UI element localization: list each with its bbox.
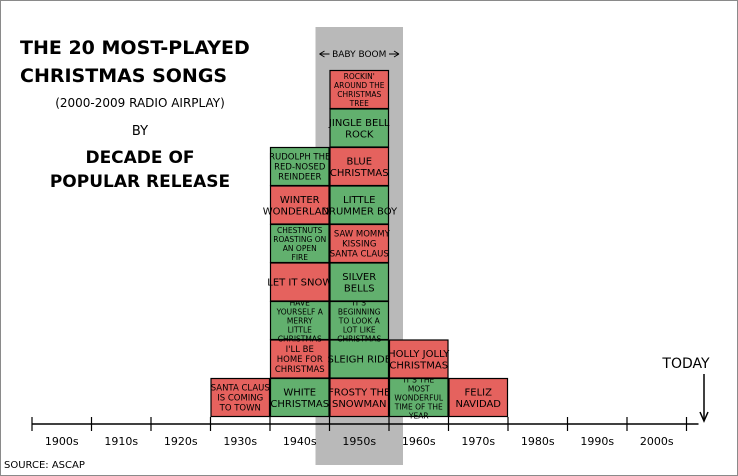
song-box [269,223,330,264]
title-decade-line-1: DECADE OF [85,148,195,168]
song-box [329,108,390,148]
song-box [269,146,330,187]
x-tick-label: 1980s [521,435,555,448]
today-arrow-head [699,411,709,423]
title-line-2: CHRISTMAS SONGS [20,65,228,87]
song-label: FELIZ NAVIDAD [455,387,501,410]
song-box [329,377,390,418]
x-tick-label: 1920s [164,435,198,448]
song-label: SLEIGH RIDE [327,355,391,366]
x-tick-label: 1930s [223,435,257,448]
song-box [329,69,390,110]
baby-boom-right-arrow [393,50,400,58]
song-box [269,339,330,379]
song-label: HOLLY JOLLY CHRISTMAS [388,349,450,372]
x-tick-label: 1940s [283,435,317,448]
title-decade-line-2: POPULAR RELEASE [49,172,231,192]
song-label: JINGLE BELL ROCK [328,118,390,141]
x-tick-label: 1990s [580,435,614,448]
song-box [269,185,330,225]
song-label: HAVE YOURSELF A MERRY LITTLE CHRISTMAS [276,298,324,343]
song-label: LITTLE DRUMMER BOY [321,195,398,218]
x-tick-label: 2000s [640,435,674,448]
song-label: SILVER BELLS [342,272,376,295]
baby-boom-label: BABY BOOM [332,50,386,60]
song-label: ROCKIN' AROUND THE CHRISTMAS TREE [334,72,385,108]
song-box [210,377,271,418]
song-label: I'LL BE HOME FOR CHRISTMAS [275,345,325,375]
chart-subtitle: (2000-2009 RADIO AIRPLAY) [55,96,225,110]
song-label: LET IT SNOW [267,278,332,289]
song-box [388,339,449,379]
song-label: BLUE CHRISTMAS [330,156,389,179]
song-label: IT'S BEGINNING TO LOOK A LOT LIKE CHRISTMAS [337,298,381,343]
title-decade: DECADE OF POPULAR RELEASE [20,146,260,194]
song-label: WINTER WONDERLAND [263,195,337,218]
song-box [329,185,390,225]
baby-boom-left-arrow [319,50,325,58]
x-tick-label: 1970s [461,435,495,448]
song-label: FROSTY THE SNOWMAN [328,387,390,410]
song-label: I SAW MOMMY KISSING SANTA CLAUS [329,230,391,260]
song-label: IT'S THE MOST WONDERFUL TIME OF THE YEAR [394,375,444,420]
song-label: RUDOLPH THE RED-NOSED REINDEER [269,153,330,183]
song-label: SANTA CLAUS IS COMING TO TOWN [211,384,270,414]
baby-boom-label-bg [329,47,389,60]
x-tick-label: 1950s [342,435,376,448]
song-box [448,377,509,418]
song-box [329,262,390,302]
x-tick-label: 1900s [45,435,79,448]
song-label: CHESTNUTS ROASTING ON AN OPEN FIRE [273,226,326,262]
title-line-1: THE 20 MOST-PLAYED [20,37,250,59]
x-tick-label: 1910s [104,435,138,448]
source-note: SOURCE: ASCAP [4,460,85,471]
x-tick-label: 1960s [402,435,436,448]
title-by: BY [131,124,149,139]
song-box [269,262,330,302]
today-label: TODAY [661,356,710,372]
chart-title: THE 20 MOST-PLAYED CHRISTMAS SONGS [20,34,250,90]
song-box [269,300,330,341]
song-box [329,223,390,264]
song-box [329,146,390,187]
song-label: WHITE CHRISTMAS [270,387,329,410]
